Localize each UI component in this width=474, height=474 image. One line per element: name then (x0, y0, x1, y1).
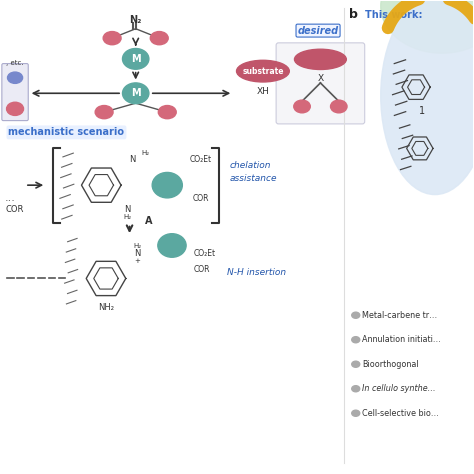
Ellipse shape (294, 49, 346, 70)
Text: H₂: H₂ (142, 150, 150, 156)
Ellipse shape (237, 60, 289, 82)
Ellipse shape (381, 0, 474, 53)
Text: M: M (131, 54, 140, 64)
Text: Cell-selective bio…: Cell-selective bio… (362, 409, 439, 418)
Text: CO₂Et: CO₂Et (194, 249, 216, 258)
Text: b: b (349, 8, 358, 21)
Text: chelation
assistance: chelation assistance (230, 161, 277, 182)
Ellipse shape (352, 337, 360, 343)
Ellipse shape (158, 234, 186, 257)
Text: substrate: substrate (300, 55, 341, 64)
FancyBboxPatch shape (2, 64, 28, 120)
Text: H₂: H₂ (133, 244, 141, 249)
Text: , etc.: , etc. (6, 60, 24, 65)
Text: In cellulo synthe…: In cellulo synthe… (362, 384, 436, 393)
Ellipse shape (150, 32, 168, 45)
Text: Metal-carbene tr…: Metal-carbene tr… (362, 311, 438, 320)
Ellipse shape (103, 32, 121, 45)
Text: +: + (134, 257, 140, 264)
Text: desired: desired (298, 26, 338, 36)
Text: COR: COR (194, 264, 210, 273)
Text: mechanistic scenario: mechanistic scenario (9, 128, 125, 137)
Text: M: M (131, 88, 140, 98)
Text: N: N (129, 155, 136, 164)
Ellipse shape (352, 312, 360, 318)
Ellipse shape (95, 106, 113, 118)
Ellipse shape (352, 386, 360, 392)
Text: substrate: substrate (242, 67, 283, 76)
Text: N: N (125, 205, 131, 214)
Text: N₂: N₂ (129, 15, 142, 25)
Text: Annulation initiati…: Annulation initiati… (362, 335, 441, 344)
Text: Cu⁻: Cu⁻ (163, 241, 181, 250)
Ellipse shape (122, 83, 149, 104)
FancyBboxPatch shape (276, 43, 365, 124)
Ellipse shape (158, 106, 176, 118)
Ellipse shape (294, 100, 310, 113)
Ellipse shape (122, 48, 149, 69)
Ellipse shape (381, 0, 474, 195)
Text: Bioorthogonal: Bioorthogonal (362, 360, 419, 369)
Text: H₂: H₂ (124, 214, 132, 220)
Text: ...: ... (5, 193, 16, 203)
Text: Cu: Cu (160, 180, 174, 190)
Ellipse shape (352, 410, 360, 416)
Text: X: X (318, 74, 323, 83)
Text: A: A (145, 216, 152, 226)
Text: N: N (134, 249, 140, 258)
Ellipse shape (152, 173, 182, 198)
Text: XH: XH (256, 87, 269, 96)
Ellipse shape (7, 102, 24, 116)
Text: This work:: This work: (365, 9, 423, 19)
Ellipse shape (8, 72, 23, 83)
Text: COR: COR (192, 194, 209, 203)
Text: NH₂: NH₂ (98, 303, 114, 312)
Text: 1: 1 (419, 106, 425, 116)
Text: CO₂Et: CO₂Et (190, 155, 212, 164)
Ellipse shape (352, 361, 360, 367)
Text: N-H insertion: N-H insertion (227, 268, 286, 277)
Text: COR: COR (5, 205, 24, 214)
Ellipse shape (330, 100, 347, 113)
